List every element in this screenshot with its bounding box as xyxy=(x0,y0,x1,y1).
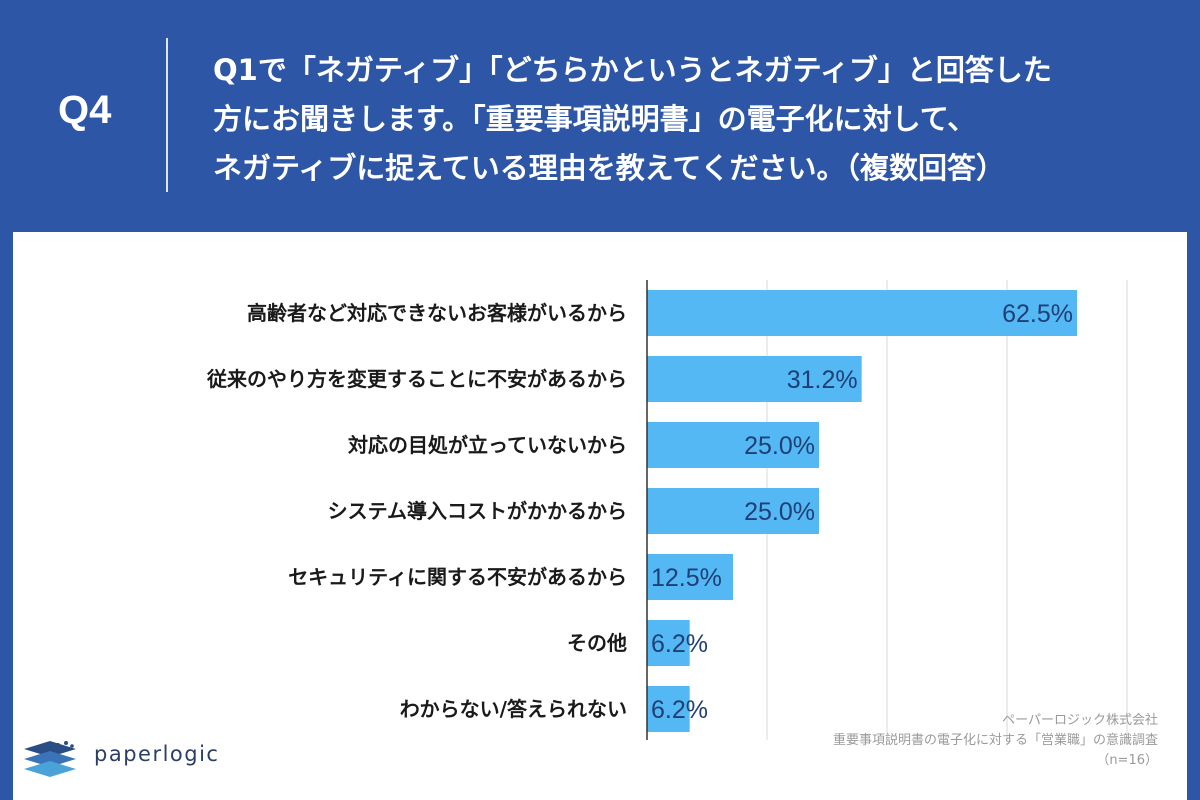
value-label: 12.5% xyxy=(651,564,722,592)
source-survey: 重要事項説明書の電子化に対する「営業職」の意識調査 xyxy=(832,733,1158,748)
value-label: 6.2% xyxy=(651,630,708,658)
question-line: Q1で「ネガティブ」「どちらかというとネガティブ」と回答した xyxy=(213,53,1052,87)
question-text: Q1で「ネガティブ」「どちらかというとネガティブ」と回答した 方にお聞きします。… xyxy=(213,46,1183,193)
source-company: ペーパーロジック株式会社 xyxy=(1002,713,1158,728)
bar-chart: 高齢者など対応できないお客様がいるから 62.5% 従来のやり方を変更することに不安… xyxy=(206,280,1128,740)
bar xyxy=(647,620,690,666)
value-label: 6.2% xyxy=(651,696,708,724)
bar xyxy=(647,290,1077,336)
question-line: ネガティブに捉えている理由を教えてください。（複数回答） xyxy=(213,151,1005,185)
value-label: 31.2% xyxy=(787,366,858,394)
category-label: セキュリティに関する不安があるから xyxy=(288,565,627,589)
category-label: システム導入コストがかかるから xyxy=(328,499,627,523)
category-label: 対応の目処が立っていないから xyxy=(347,433,627,457)
bar xyxy=(647,488,819,534)
question-header: Q4 Q1で「ネガティブ」「どちらかというとネガティブ」と回答した 方にお聞きし… xyxy=(0,0,1200,232)
header-divider xyxy=(166,38,168,192)
paperlogic-logo-icon xyxy=(24,741,76,777)
question-line: 方にお聞きします。「重要事項説明書」の電子化に対して、 xyxy=(213,102,977,136)
category-label: 従来のやり方を変更することに不安があるから xyxy=(206,367,627,391)
bar xyxy=(647,554,733,600)
category-label: その他 xyxy=(567,631,627,655)
logo-text: paperlogic xyxy=(94,742,220,766)
source-note: ペーパーロジック株式会社 重要事項説明書の電子化に対する「営業職」の意識調査 （… xyxy=(833,711,1158,771)
value-label: 25.0% xyxy=(744,432,815,460)
chart-panel: 高齢者など対応できないお客様がいるから 62.5% 従来のやり方を変更することに不安… xyxy=(13,232,1187,800)
question-number: Q4 xyxy=(58,88,112,132)
category-label: わからない/答えられない xyxy=(400,697,627,721)
value-label: 25.0% xyxy=(744,498,815,526)
bar xyxy=(647,686,690,732)
source-sample: （n=16） xyxy=(1096,753,1158,768)
category-label: 高齢者など対応できないお客様がいるから xyxy=(247,301,627,325)
bar xyxy=(647,422,819,468)
bar xyxy=(647,356,862,402)
value-label: 62.5% xyxy=(1002,300,1073,328)
